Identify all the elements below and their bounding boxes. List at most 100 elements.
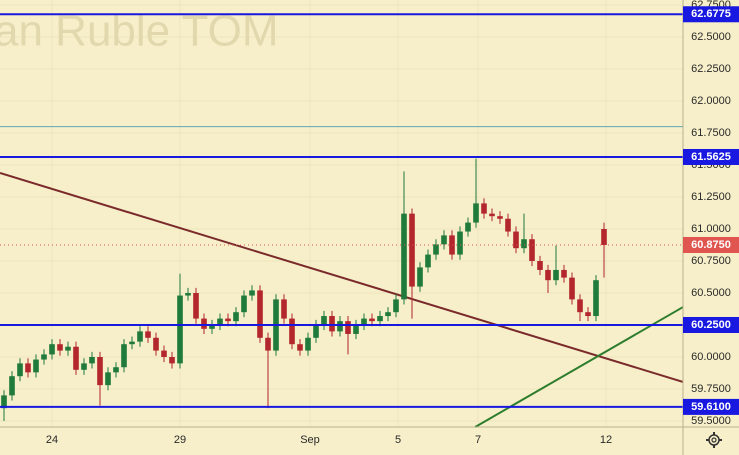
y-tick-label: 60.5000 [691, 287, 731, 299]
candle-body [369, 318, 375, 322]
price-badge-label: 61.5625 [691, 151, 731, 163]
plot [0, 13, 684, 428]
candle-body [105, 372, 111, 386]
candle-body [73, 346, 79, 370]
price-badge [683, 316, 739, 333]
price-badge-label: 59.6100 [691, 401, 731, 413]
candle-body [513, 231, 519, 249]
y-tick-label: 62.2500 [691, 63, 731, 75]
candle-body [41, 354, 47, 360]
candle-body [385, 312, 391, 317]
candle-body [393, 299, 399, 313]
y-tick-label: 62.7500 [691, 0, 731, 11]
x-tick-label: 29 [174, 434, 186, 446]
price-badge-label: 60.2500 [691, 319, 731, 331]
candle-body [481, 203, 487, 214]
y-tick-label: 61.2500 [691, 191, 731, 203]
candle-body [57, 344, 63, 351]
candle-body [545, 269, 551, 281]
candle-body [601, 228, 607, 245]
candle-body [297, 344, 303, 351]
candle-body [321, 316, 327, 325]
candle-body [153, 337, 159, 351]
candle-body [289, 318, 295, 345]
candle-body [577, 299, 583, 313]
candle-body [185, 292, 191, 296]
candle-body [593, 280, 599, 317]
candle-body [553, 269, 559, 281]
candle-body [65, 346, 71, 351]
candle-body [497, 216, 503, 219]
price-badge-label: 60.8750 [691, 239, 731, 251]
candle-body [33, 359, 39, 373]
x-tick-label: Sep [300, 434, 320, 446]
candle-body [81, 363, 87, 370]
axes: 62.750062.500062.250062.000061.750061.50… [46, 0, 739, 446]
candle-body [1, 395, 7, 409]
candle-body [561, 269, 567, 278]
candle-body [97, 356, 103, 386]
y-tick-label: 62.5000 [691, 31, 731, 43]
candle-body [113, 367, 119, 373]
candle-body [529, 239, 535, 261]
candle-body [425, 254, 431, 268]
candle-body [569, 277, 575, 300]
candle-body [193, 292, 199, 319]
settings-icon[interactable] [706, 432, 722, 448]
candle-body [49, 344, 55, 355]
x-tick-label: 7 [475, 434, 481, 446]
candle-body [521, 239, 527, 249]
price-badge [683, 398, 739, 415]
candle-body [265, 337, 271, 351]
candle-body [241, 295, 247, 313]
price-badge [683, 236, 739, 253]
candle-body [281, 299, 287, 319]
y-tick-label: 61.7500 [691, 127, 731, 139]
price-badge [683, 6, 739, 23]
price-badge [683, 148, 739, 165]
candle-body [433, 244, 439, 255]
x-tick-label: 24 [46, 434, 58, 446]
candle-body [17, 363, 23, 377]
y-tick-label: 61.0000 [691, 223, 731, 235]
candle-body [209, 324, 215, 329]
candle-body [465, 222, 471, 232]
candle-body [249, 290, 255, 296]
trendline [0, 172, 684, 383]
candle-body [137, 331, 143, 342]
candle-body [89, 356, 95, 364]
candle-body [177, 295, 183, 364]
candle-body [329, 316, 335, 332]
candle-body [457, 231, 463, 255]
candle-body [537, 260, 543, 270]
y-tick-label: 62.0000 [691, 95, 731, 107]
candle-body [145, 331, 151, 338]
candle-body [161, 350, 167, 357]
y-tick-label: 59.5000 [691, 415, 731, 427]
candle-body [377, 316, 383, 322]
candle-body [345, 321, 351, 334]
candle-body [585, 312, 591, 317]
candle-body [401, 213, 407, 300]
candle-body [121, 344, 127, 368]
y-tick-label: 59.7500 [691, 383, 731, 395]
candle-body [169, 356, 175, 364]
x-tick-label: 5 [395, 434, 401, 446]
candle-body [129, 341, 135, 345]
y-tick-label: 60.0000 [691, 351, 731, 363]
candle-body [361, 318, 367, 325]
candle-body [217, 318, 223, 325]
candle-body [417, 267, 423, 287]
y-tick-label: 60.7500 [691, 255, 731, 267]
candle-body [257, 290, 263, 338]
candle-body [25, 363, 31, 373]
candle-body [313, 324, 319, 338]
candle-body [305, 337, 311, 351]
candle-body [473, 203, 479, 223]
candle-body [225, 318, 231, 322]
candle-body [201, 318, 207, 329]
price-badge-label: 62.6775 [691, 8, 731, 20]
candle-body [489, 213, 495, 217]
